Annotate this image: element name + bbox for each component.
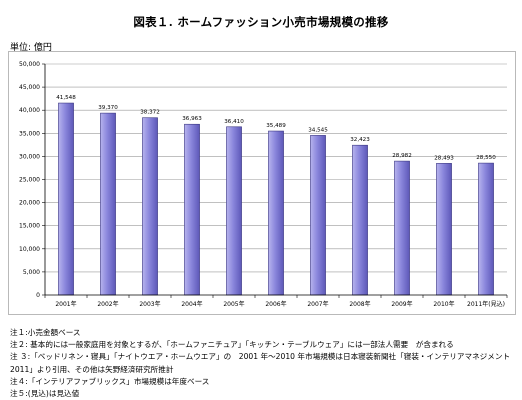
data-label: 36,410 xyxy=(224,119,244,125)
x-tick-label: 2004年 xyxy=(181,300,202,308)
data-label: 28,493 xyxy=(434,155,454,161)
x-tick-label: 2009年 xyxy=(391,300,412,308)
note-line: 2011」より引用、その他は矢野経済研究所推計 xyxy=(10,364,174,374)
y-tick-label: 5,000 xyxy=(23,269,40,276)
x-tick-label: 2007年 xyxy=(307,300,328,308)
y-tick-label: 50,000 xyxy=(19,61,40,68)
bar xyxy=(352,144,368,296)
y-tick-label: 20,000 xyxy=(19,200,40,207)
x-tick-label: 2002年 xyxy=(97,300,118,308)
note-line: 注２: 基本的には一般家庭用を対象とするが、「ホームファニチュア」「キッチン・テ… xyxy=(10,340,454,350)
y-tick-label: 15,000 xyxy=(19,223,40,230)
x-tick-label: 2011年(見込) xyxy=(467,300,505,308)
bar xyxy=(394,160,410,296)
bar xyxy=(184,123,200,296)
data-label: 28,550 xyxy=(476,155,496,161)
bar xyxy=(58,102,74,296)
bar xyxy=(100,112,116,296)
x-tick-label: 2001年 xyxy=(55,300,76,308)
x-tick-label: 2010年 xyxy=(433,300,454,308)
data-label: 39,370 xyxy=(98,105,118,111)
bar-chart: 0 5,000 10,000 15,000 20,000 25,000 30,000 35,0… xyxy=(19,61,508,308)
y-tick-label: 35,000 xyxy=(19,130,40,137)
data-label: 28,982 xyxy=(392,153,412,159)
notes: 注１:小売金額ベース 注２: 基本的には一般家庭用を対象とするが、「ホームファニ… xyxy=(10,327,510,400)
axes xyxy=(42,63,508,298)
y-tick-label: 0 xyxy=(36,292,40,299)
bar xyxy=(268,130,284,296)
bars xyxy=(58,102,494,296)
bar xyxy=(436,163,452,296)
note-line: 注１:小売金額ベース xyxy=(10,328,81,337)
data-label: 36,963 xyxy=(182,116,202,122)
chart-area: 0 5,000 10,000 15,000 20,000 25,000 30,000 35,0… xyxy=(8,51,516,315)
y-tick-label: 30,000 xyxy=(19,153,40,160)
labels: 0 5,000 10,000 15,000 20,000 25,000 30,000 35,0… xyxy=(19,61,505,308)
data-label: 35,489 xyxy=(266,123,286,129)
x-tick-label: 2006年 xyxy=(265,300,286,308)
bar xyxy=(226,126,242,296)
data-label: 38,372 xyxy=(140,110,160,116)
note-line: 注５:(見込)は見込値 xyxy=(10,389,80,399)
page-title: 図表１. ホームファッション小売市場規模の推移 xyxy=(133,15,389,29)
bar xyxy=(310,135,326,296)
x-tick-label: 2005年 xyxy=(223,300,244,308)
y-tick-label: 10,000 xyxy=(19,246,40,253)
data-label: 41,548 xyxy=(56,95,76,101)
unit-label: 単位: 億円 xyxy=(10,43,52,53)
x-tick-label: 2008年 xyxy=(349,300,370,308)
data-label: 34,545 xyxy=(308,127,328,133)
note-line: 注４:「インテリアファブリックス」市場規模は年度ベース xyxy=(10,376,210,386)
x-tick-label: 2003年 xyxy=(139,300,160,308)
bar xyxy=(478,162,494,296)
note-line: 注 ３:「ベッドリネン・寝具」「ナイトウエア・ホームウエア」の 2001 年〜2… xyxy=(10,352,511,362)
y-tick-label: 40,000 xyxy=(19,107,40,114)
y-tick-label: 45,000 xyxy=(19,84,40,91)
y-tick-label: 25,000 xyxy=(19,177,40,184)
data-label: 32,423 xyxy=(350,137,370,143)
bar xyxy=(142,117,158,296)
gridlines xyxy=(45,63,507,273)
